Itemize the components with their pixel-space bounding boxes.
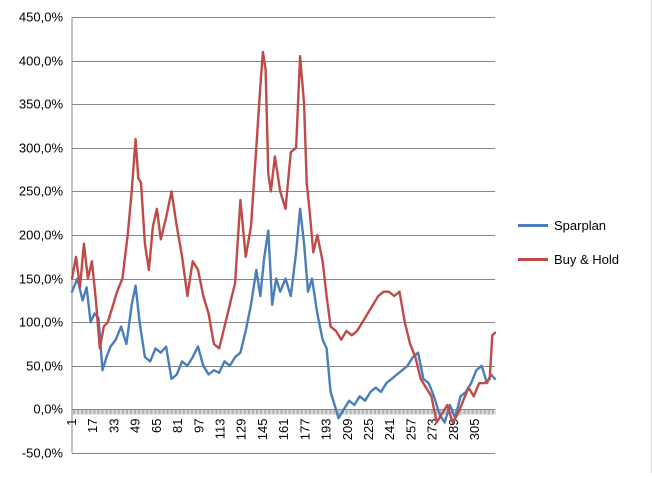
y-tick-label: 300,0% [19,141,64,156]
x-tick-label: 65 [149,419,164,433]
y-tick-label: -50,0% [22,446,64,461]
x-tick-label: 177 [297,419,312,441]
x-tick-label: 81 [170,419,185,433]
y-tick-label: 200,0% [19,228,64,243]
x-tick-label: 273 [425,419,440,441]
x-tick-label: 97 [191,419,206,433]
x-tick-label: 209 [340,419,355,441]
x-tick-label: 113 [213,419,228,440]
legend-label-buy-hold: Buy & Hold [554,251,620,267]
x-tick-label: 129 [234,419,249,441]
legend-item-buy-hold: Buy & Hold [518,242,619,276]
series-lines [70,50,497,424]
x-tick-label: 193 [319,419,334,441]
x-tick-label: 49 [128,419,143,433]
x-tick-label: 33 [106,419,121,433]
x-tick-label: 225 [361,419,376,441]
y-tick-label: 350,0% [19,97,64,112]
x-tick-label: 145 [255,419,270,441]
y-axis-tick-labels: -50,0% 0,0% 50,0% 100,0% 150,0% 200,0% 250,0% 3… [19,10,64,461]
legend-swatch-buy-hold [518,257,548,261]
y-tick-label: 450,0% [19,10,64,25]
x-axis-tick-marks [71,409,496,415]
y-tick-label: 400,0% [19,54,64,69]
y-tick-label: 50,0% [26,359,63,374]
x-tick-label: 305 [467,419,482,441]
x-tick-label: 17 [85,419,100,433]
y-tick-label: 0,0% [33,402,63,417]
x-tick-label: 161 [276,419,291,441]
series-line-buy-hold [70,50,497,424]
x-tick-label: 1 [64,419,79,426]
y-tick-label: 150,0% [19,272,64,287]
x-axis-tick-labels: 1 17 33 49 65 81 97 113 129 145 161 177 193 209 225 241… [64,419,482,441]
y-tick-label: 250,0% [19,184,64,199]
legend-swatch-sparplan [518,223,548,227]
legend: Sparplan Buy & Hold [518,208,619,276]
x-tick-label: 257 [403,419,418,441]
series-line-sparplan [70,207,497,424]
legend-label-sparplan: Sparplan [554,217,607,233]
x-tick-label: 289 [446,419,461,441]
x-tick-label: 241 [382,419,397,441]
legend-item-sparplan: Sparplan [518,208,619,242]
y-tick-label: 100,0% [19,315,64,330]
gridlines [71,17,496,454]
